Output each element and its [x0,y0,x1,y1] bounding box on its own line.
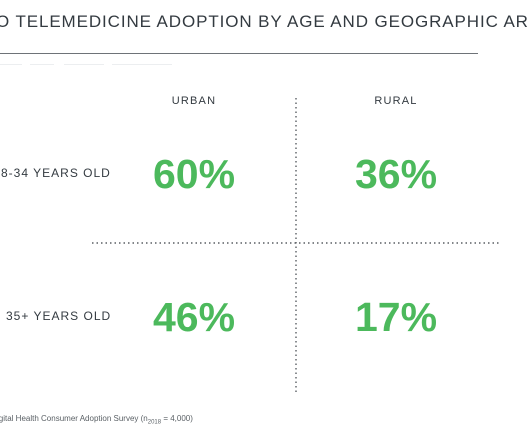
footnote-suffix: = 4,000) [161,414,193,423]
column-header-urban: URBAN [171,95,217,107]
row-label-older: 35+ YEARS OLD [6,309,112,323]
faint-divider-segment [30,64,54,65]
value-young-rural: 36% [354,151,438,197]
value-older-rural: 17% [354,294,438,340]
source-footnote: igital Health Consumer Adoption Survey (… [0,414,193,426]
footnote-subscript: 2018 [147,419,162,426]
row-label-young: 8-34 YEARS OLD [1,166,111,180]
value-young-urban: 60% [152,151,236,197]
chart-title: O TELEMEDICINE ADOPTION BY AGE AND GEOGR… [0,12,530,31]
faint-divider-segment [64,64,104,65]
value-older-urban: 46% [152,294,236,340]
faint-divider-segment [112,64,172,65]
faint-divider-segment [0,64,22,65]
footnote-prefix: igital Health Consumer Adoption Survey (… [0,414,148,423]
title-divider [0,53,478,54]
column-header-rural: RURAL [374,95,418,107]
